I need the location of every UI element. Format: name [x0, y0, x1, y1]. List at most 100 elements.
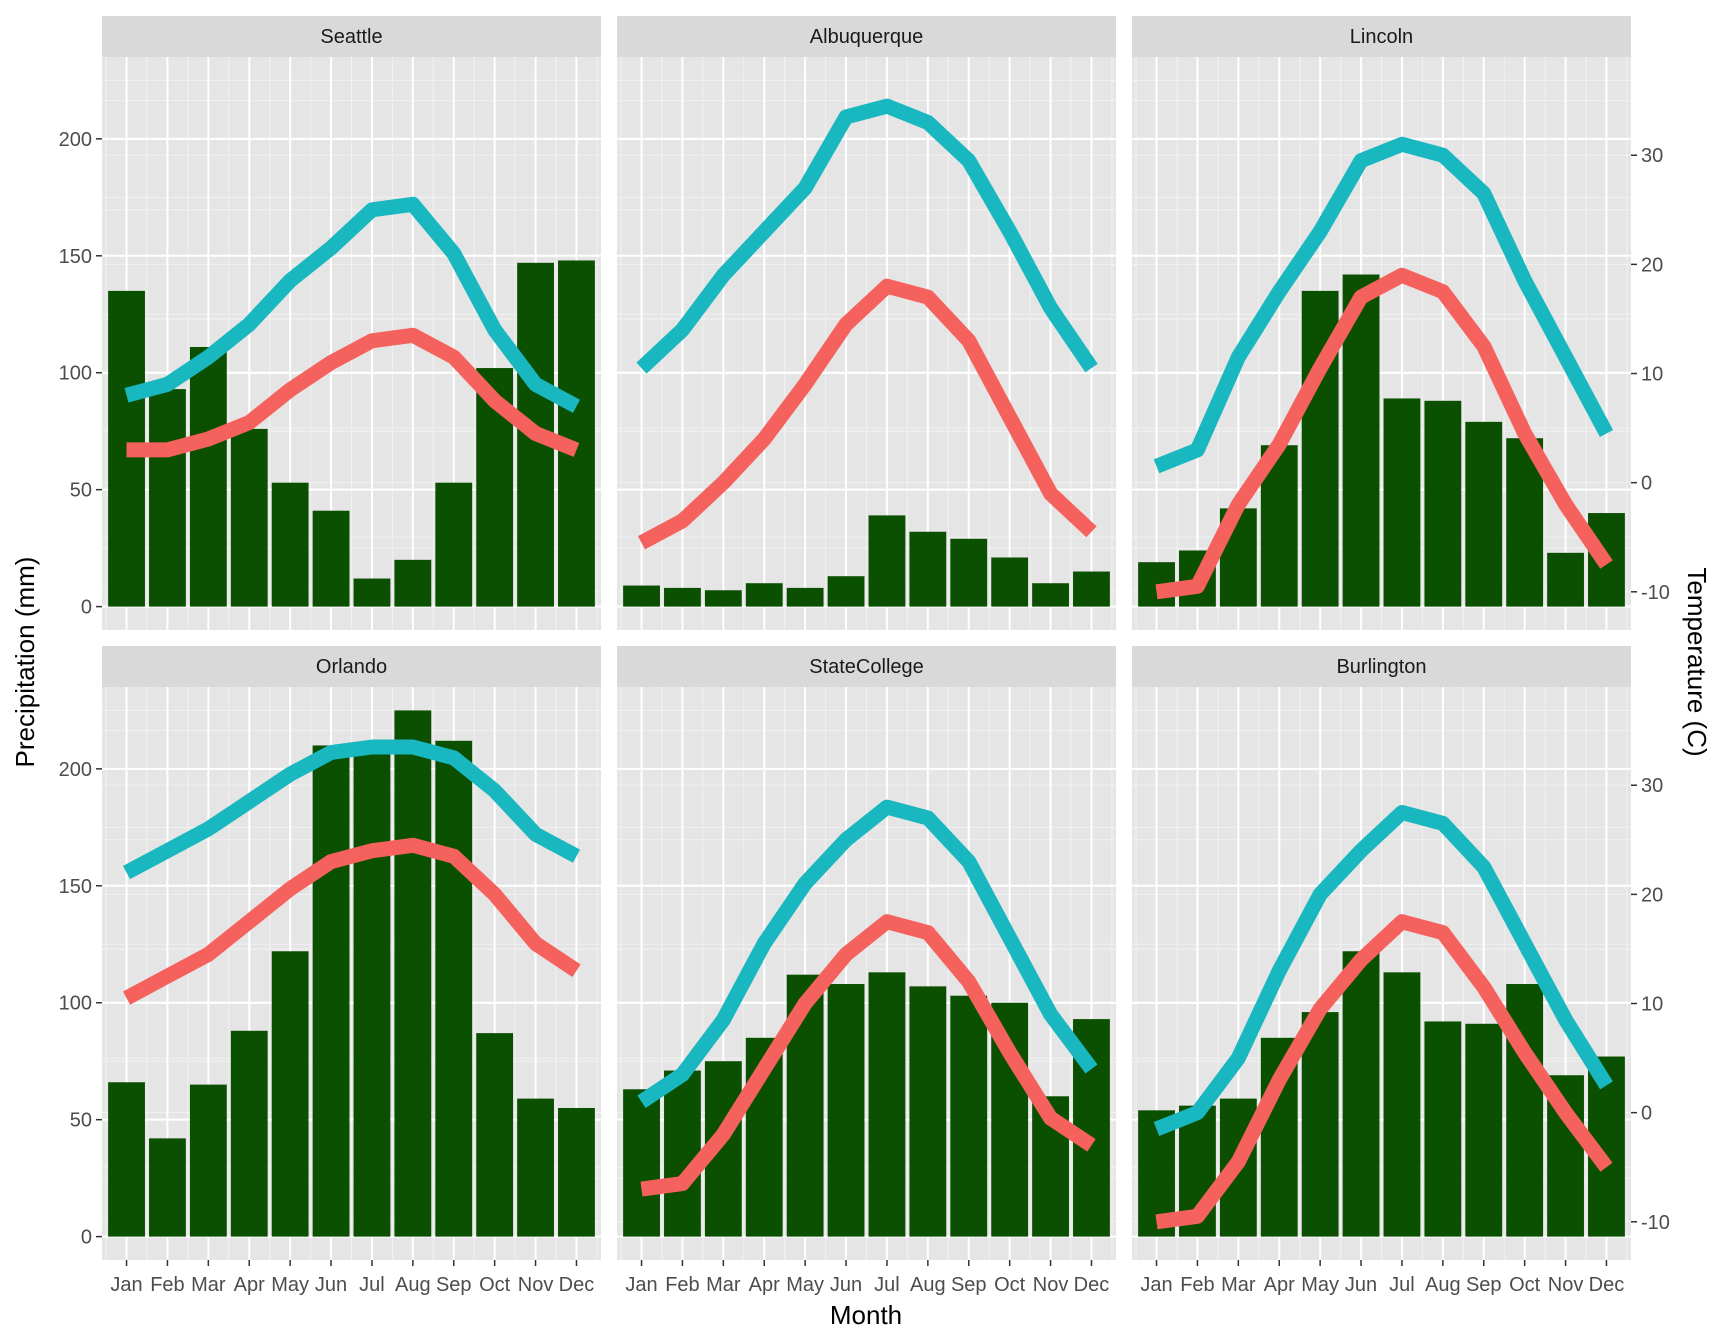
temp-high-line-seattle: [124, 196, 581, 413]
x-tick-label: Aug: [910, 1274, 946, 1296]
y-tick-label: 100: [59, 363, 92, 385]
precip-bar-orlando-nov: [517, 1098, 554, 1237]
x-tick-label: Mar: [706, 1274, 741, 1296]
strip-label: Orlando: [316, 656, 387, 678]
y-tick-label: 100: [59, 993, 92, 1015]
precip-bar-albuquerque-jan: [623, 585, 660, 607]
precip-bar-orlando-feb: [149, 1138, 186, 1237]
precip-bar-albuquerque-oct: [991, 557, 1029, 607]
precip-bar-seattle-apr: [230, 428, 268, 607]
x-tick-label: May: [271, 1274, 309, 1296]
x-tick-label: Apr: [234, 1274, 265, 1296]
strip-orlando: [102, 646, 601, 687]
y2-tick-label: 20: [1641, 884, 1663, 906]
precip-bar-lincoln-aug: [1424, 400, 1462, 607]
strip-label: Lincoln: [1350, 26, 1413, 48]
x-tick-label: Dec: [1589, 1274, 1625, 1296]
precip-bar-albuquerque-nov: [1032, 583, 1069, 607]
y-tick-label: 150: [59, 876, 92, 898]
strip-statecollege: [617, 646, 1116, 687]
precip-bar-seattle-feb: [149, 389, 186, 607]
precip-bar-burlington-may: [1301, 1012, 1339, 1237]
y-axis-title: Precipitation (mm): [10, 557, 40, 768]
y-tick-label: 200: [59, 759, 92, 781]
precip-bar-orlando-mar: [189, 1084, 227, 1237]
strip-lincoln: [1132, 16, 1631, 57]
y2-tick-label: 20: [1641, 254, 1663, 276]
precip-bar-seattle-dec: [558, 260, 595, 607]
precip-bar-seattle-sep: [435, 482, 473, 607]
x-tick-label: Sep: [436, 1274, 472, 1296]
precip-bar-albuquerque-apr: [745, 583, 783, 607]
temp-low-line-albuquerque: [637, 278, 1097, 550]
y-tick-label: 50: [70, 480, 92, 502]
x-tick-label: Feb: [665, 1274, 699, 1296]
y-tick-label: 0: [81, 1227, 92, 1249]
precip-bar-burlington-jul: [1383, 972, 1421, 1237]
precip-bar-albuquerque-mar: [704, 590, 742, 607]
precip-bar-statecollege-feb: [664, 1070, 701, 1237]
precip-bar-orlando-jun: [312, 745, 350, 1237]
x-tick-label: Jan: [110, 1274, 142, 1296]
precip-bar-seattle-jun: [312, 510, 350, 607]
x-tick-label: May: [1301, 1274, 1339, 1296]
x-tick-label: Apr: [749, 1274, 780, 1296]
strip-burlington: [1132, 646, 1631, 687]
y-tick-label: 50: [70, 1110, 92, 1132]
x-axes: Jan Feb Mar Apr May Jun Jul Aug Sep Oct Nov Dec Jan F…: [110, 1260, 1624, 1296]
precip-bar-lincoln-sep: [1465, 421, 1503, 607]
x-tick-label: Aug: [1425, 1274, 1461, 1296]
y2-tick-label: 30: [1641, 145, 1663, 167]
x-tick-label: Sep: [951, 1274, 987, 1296]
temp-low-line-statecollege: [640, 914, 1096, 1197]
panel-burlington: Burlington: [1132, 646, 1631, 1260]
x-tick-label: Jun: [830, 1274, 862, 1296]
strip-label: Albuquerque: [810, 26, 923, 48]
temp-high-line-statecollege: [637, 799, 1098, 1108]
left-y-axes: 0 50 100 150 200 0 50 100 150 200: [59, 129, 102, 1249]
precip-bar-orlando-sep: [435, 740, 473, 1237]
x-tick-label: Nov: [1548, 1274, 1584, 1296]
precip-bar-burlington-sep: [1465, 1023, 1503, 1237]
precip-bar-albuquerque-sep: [950, 538, 988, 607]
x-tick-label: Feb: [1180, 1274, 1214, 1296]
temp-high-line-lincoln: [1153, 136, 1614, 474]
temp-high-line-albuquerque: [636, 98, 1098, 374]
y2-tick-label: 30: [1641, 775, 1663, 797]
precip-bar-statecollege-sep: [950, 995, 988, 1237]
x-tick-label: May: [786, 1274, 824, 1296]
x-tick-label: Jul: [1389, 1274, 1415, 1296]
precip-bar-albuquerque-aug: [909, 531, 947, 607]
y2-tick-label: 0: [1641, 1103, 1652, 1125]
y-tick-label: 0: [81, 597, 92, 619]
x-tick-label: Aug: [395, 1274, 431, 1296]
precip-bar-orlando-aug: [394, 710, 432, 1237]
precip-bar-albuquerque-jul: [868, 515, 906, 607]
y2-tick-label: 10: [1641, 994, 1663, 1016]
temp-low-line-lincoln: [1155, 267, 1613, 600]
precip-bar-albuquerque-may: [786, 587, 824, 607]
temp-high-line-burlington: [1153, 805, 1613, 1136]
precip-bar-orlando-apr: [230, 1030, 268, 1237]
y-tick-label: 150: [59, 246, 92, 268]
x-tick-label: Jul: [874, 1274, 900, 1296]
precip-bar-statecollege-jan: [623, 1089, 660, 1237]
x-tick-label: Nov: [1033, 1274, 1069, 1296]
x-tick-label: Mar: [1221, 1274, 1256, 1296]
precip-bar-seattle-aug: [394, 559, 432, 607]
strip-label: StateCollege: [809, 656, 924, 678]
precip-bar-seattle-jul: [353, 578, 391, 607]
x-tick-label: Nov: [518, 1274, 554, 1296]
y2-tick-label: 10: [1641, 364, 1663, 386]
y2-tick-label: -10: [1641, 1212, 1670, 1234]
precip-bar-albuquerque-jun: [827, 576, 865, 607]
precip-bar-burlington-aug: [1424, 1021, 1462, 1237]
temp-low-line-burlington: [1155, 914, 1613, 1230]
y2-axis-title: Temperature (C): [1682, 567, 1712, 756]
precip-bar-orlando-oct: [476, 1033, 514, 1237]
temp-low-line-orlando: [122, 837, 581, 1005]
precip-bar-lincoln-nov: [1547, 552, 1584, 607]
precip-bar-albuquerque-dec: [1073, 571, 1110, 607]
facet-panels: Seattle Albuquerque Lincoln Orlando StateCol…: [102, 16, 1631, 1260]
